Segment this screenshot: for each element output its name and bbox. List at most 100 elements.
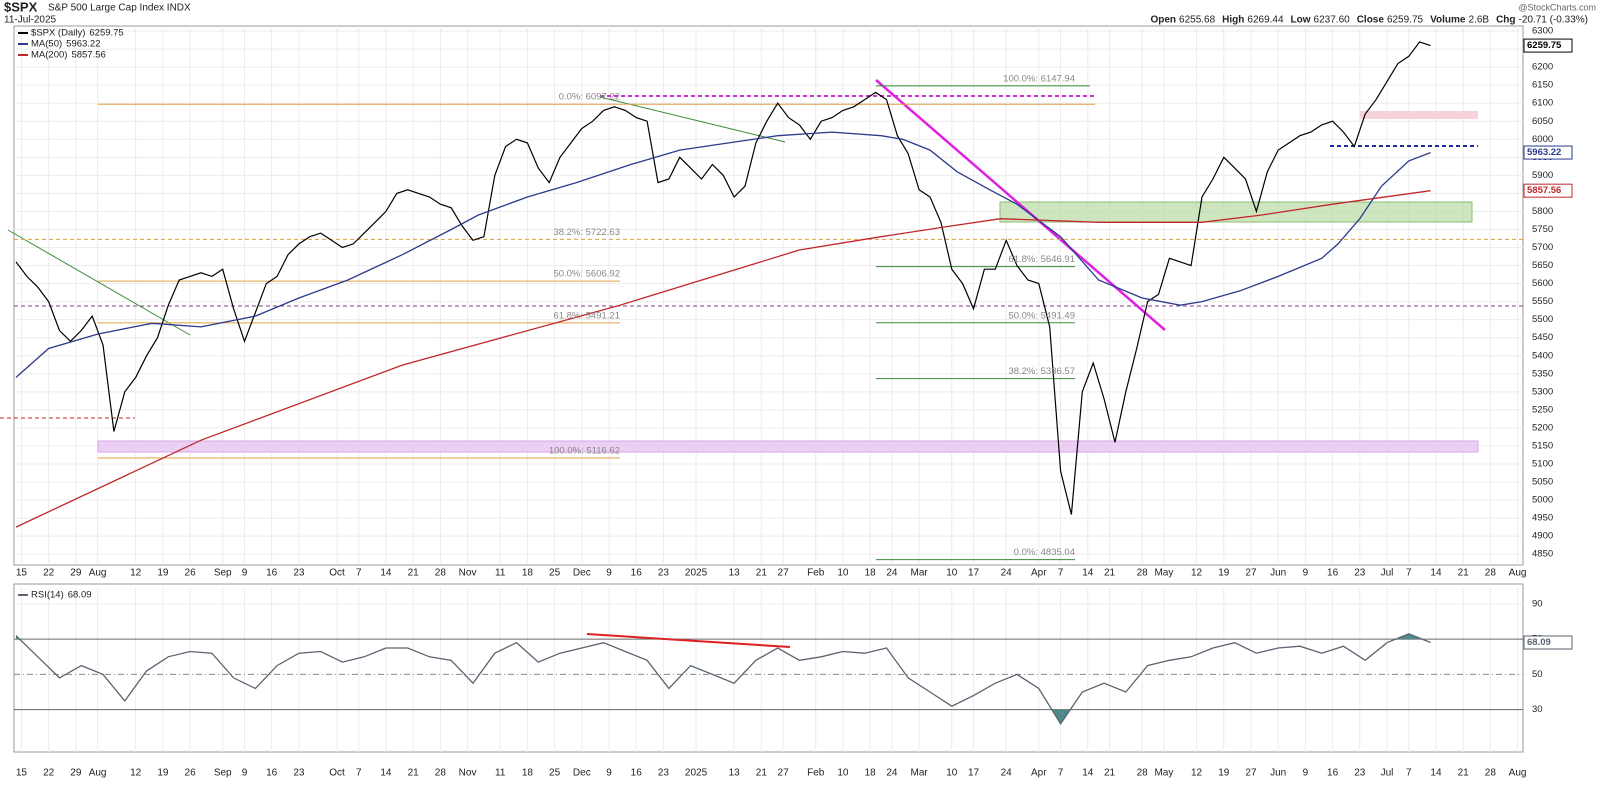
x-tick-label: Jun — [1270, 768, 1286, 779]
last-value-label: 6259.75 — [1527, 40, 1562, 51]
x-tick-label: Jul — [1381, 768, 1394, 779]
legend-label: $SPX (Daily) — [31, 28, 85, 39]
x-tick-label: 19 — [157, 768, 169, 779]
x-tick-label: 7 — [1406, 568, 1412, 579]
x-tick-label: 18 — [865, 768, 877, 779]
x-tick-label: 21 — [1104, 568, 1116, 579]
x-tick-label: Apr — [1031, 768, 1047, 779]
x-tick-label: 14 — [1082, 568, 1094, 579]
y-tick-label: 6000 — [1532, 134, 1553, 145]
y-tick-label: 4950 — [1532, 513, 1553, 524]
quote: Open 6255.68 High 6269.44 Low 6237.60 Close 625… — [1150, 15, 1588, 26]
y-tick-label: 4850 — [1532, 549, 1553, 560]
quote-value: 2.6B — [1468, 15, 1489, 26]
legend-label: MA(200) — [31, 50, 67, 61]
x-tick-label: 18 — [865, 568, 877, 579]
x-tick-label: 14 — [1430, 568, 1442, 579]
y-tick-label: 5600 — [1532, 278, 1553, 289]
x-tick-label: 25 — [549, 768, 561, 779]
x-tick-label: 18 — [522, 568, 534, 579]
fib-label: 100.0%: 5116.62 — [549, 446, 620, 457]
series-line — [15, 41, 1431, 515]
x-tick-label: 16 — [266, 568, 278, 579]
x-tick-label: 24 — [1001, 568, 1013, 579]
x-tick-label: 28 — [435, 768, 447, 779]
y-tick-label: 5500 — [1532, 314, 1553, 325]
quote-value: 6255.68 — [1179, 15, 1216, 26]
gap-zone — [999, 201, 1473, 223]
y-tick-label: 5300 — [1532, 386, 1553, 397]
x-tick-label: 21 — [1458, 568, 1470, 579]
x-tick-label: 21 — [408, 768, 420, 779]
y-tick-label: 6050 — [1532, 116, 1553, 127]
x-tick-label: 13 — [729, 768, 741, 779]
symbol: $SPX — [4, 0, 38, 14]
y-tick-label: 5200 — [1532, 422, 1553, 433]
x-tick-label: Feb — [807, 568, 825, 579]
x-tick-label: Mar — [910, 568, 928, 579]
y-tick-label: 5250 — [1532, 404, 1553, 415]
divergence-line — [586, 633, 791, 648]
x-tick-label: 10 — [946, 768, 958, 779]
series-line — [15, 131, 1431, 378]
quote-value: 6237.60 — [1314, 15, 1351, 26]
x-tick-label: 15 — [16, 568, 28, 579]
x-tick-label: 10 — [946, 568, 958, 579]
y-tick-label: 5650 — [1532, 260, 1553, 271]
series-line — [15, 190, 1431, 528]
x-tick-label: 14 — [380, 768, 392, 779]
x-tick-label: 10 — [837, 768, 849, 779]
quote-label: Chg — [1496, 15, 1515, 26]
x-tick-label: 21 — [1458, 768, 1470, 779]
y-tick-label: 30 — [1532, 704, 1543, 715]
x-tick-label: 7 — [1058, 568, 1064, 579]
x-tick-label: 9 — [242, 568, 248, 579]
y-tick-label: 50 — [1532, 669, 1543, 680]
y-tick-label: 5800 — [1532, 206, 1553, 217]
x-tick-label: 9 — [606, 768, 612, 779]
legend-value: 68.09 — [68, 590, 92, 601]
x-tick-label: 9 — [242, 768, 248, 779]
support-zone — [97, 440, 1479, 453]
x-tick-label: 17 — [968, 768, 980, 779]
fib-label: 50.0%: 5491.49 — [1008, 310, 1075, 321]
y-tick-label: 6200 — [1532, 62, 1553, 73]
x-tick-label: 28 — [1137, 768, 1149, 779]
x-tick-label: May — [1154, 568, 1173, 579]
x-tick-label: Aug — [1509, 568, 1527, 579]
x-tick-label: 28 — [435, 568, 447, 579]
last-value-tag — [1523, 145, 1573, 160]
x-tick-label: 16 — [266, 768, 278, 779]
x-tick-label: 27 — [778, 568, 790, 579]
y-tick-label: 5400 — [1532, 350, 1553, 361]
series-line — [15, 633, 1431, 725]
x-tick-label: Aug — [89, 768, 107, 779]
x-tick-label: 9 — [1303, 768, 1309, 779]
x-tick-label: 2025 — [685, 768, 708, 779]
x-tick-label: 19 — [1218, 768, 1230, 779]
quote-value: -20.71 (-0.33%) — [1519, 15, 1588, 26]
x-tick-label: 11 — [495, 768, 506, 779]
legend-value: 5857.56 — [71, 50, 105, 61]
x-tick-label: 16 — [631, 568, 643, 579]
fib-label: 38.2%: 5336.57 — [1008, 366, 1075, 377]
x-tick-label: 16 — [1327, 768, 1339, 779]
oversold-fill — [1051, 709, 1071, 724]
fib-label: 0.0%: 6097.22 — [559, 92, 620, 103]
x-tick-label: 21 — [1104, 768, 1116, 779]
quote-value: 6269.44 — [1247, 15, 1284, 26]
y-tick-label: 5000 — [1532, 495, 1553, 506]
x-tick-label: 12 — [1191, 568, 1203, 579]
quote-value: 6259.75 — [1387, 15, 1424, 26]
x-tick-label: 2025 — [685, 568, 708, 579]
x-tick-label: Sep — [214, 768, 232, 779]
x-tick-label: 13 — [729, 568, 741, 579]
fib-label: 50.0%: 5606.92 — [553, 269, 620, 280]
quote-label: Close — [1357, 15, 1385, 26]
x-tick-label: May — [1154, 768, 1173, 779]
x-tick-label: 27 — [778, 768, 790, 779]
x-tick-label: Nov — [459, 568, 477, 579]
x-tick-label: 23 — [658, 768, 670, 779]
